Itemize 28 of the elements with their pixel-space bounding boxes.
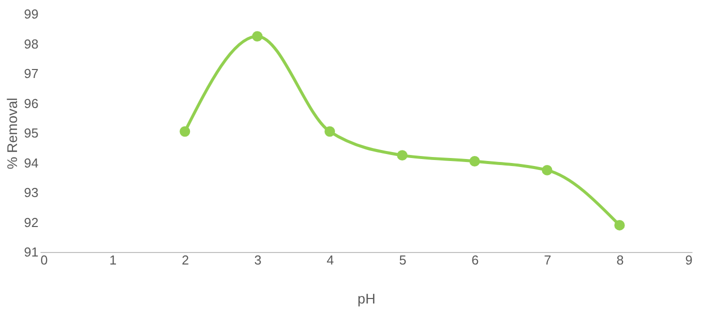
- y-tick-label: 94: [24, 155, 38, 170]
- point: [469, 156, 480, 166]
- y-tick-label: 98: [24, 36, 38, 52]
- x-tick-label: 6: [472, 252, 479, 268]
- point: [180, 126, 190, 137]
- y-tick-label: 99: [24, 6, 38, 22]
- x-tick-label: 5: [399, 252, 406, 268]
- y-axis-title: % Removal: [4, 98, 20, 170]
- x-tick-label: 8: [616, 252, 624, 268]
- point: [396, 150, 408, 161]
- y-tick-label: 96: [24, 96, 38, 111]
- y-tick-label: 93: [24, 185, 38, 200]
- x-tick-label: 0: [40, 252, 48, 268]
- point: [542, 164, 552, 176]
- y-tick-label: 92: [24, 214, 38, 230]
- x-tick-label: 3: [254, 252, 262, 268]
- point: [252, 31, 263, 42]
- point: [324, 126, 336, 137]
- x-tick-label: 1: [109, 252, 117, 268]
- x-tick-label: 9: [685, 252, 692, 268]
- x-tick-label: 7: [544, 252, 552, 268]
- point: [614, 220, 625, 230]
- x-tick-label: 2: [182, 252, 190, 268]
- x-tick-label: 4: [326, 252, 334, 268]
- y-tick-label: 91: [24, 244, 38, 260]
- y-tick-label: 95: [24, 126, 38, 140]
- x-axis-title: pH: [358, 290, 376, 306]
- y-tick-label: 97: [24, 66, 38, 81]
